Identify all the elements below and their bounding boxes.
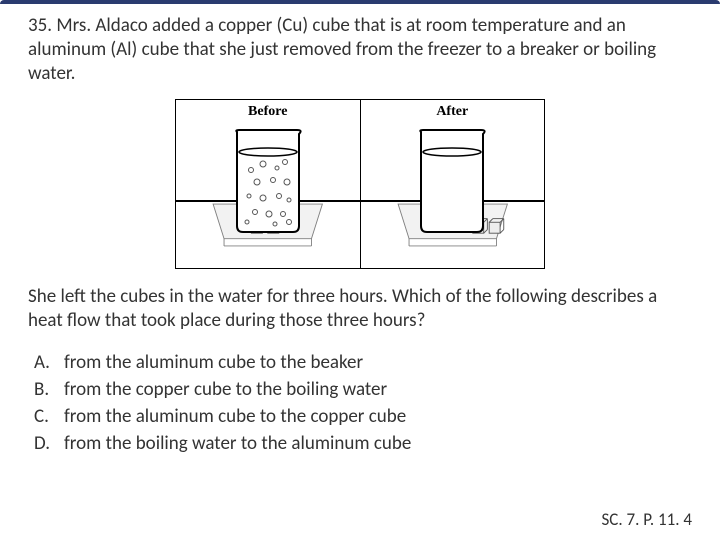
beaker-before	[229, 126, 307, 238]
beaker-diagram: Before	[175, 99, 545, 269]
answer-text: from the boiling water to the aluminum c…	[64, 432, 692, 455]
question-text: 35. Mrs. Aldaco added a copper (Cu) cube…	[28, 14, 692, 85]
answer-list: A. from the aluminum cube to the beaker …	[34, 351, 692, 455]
question-body: Mrs. Aldaco added a copper (Cu) cube tha…	[28, 14, 656, 85]
answer-text: from the copper cube to the boiling wate…	[64, 378, 692, 401]
question-number: 35.	[28, 14, 52, 37]
panel-after: After	[360, 100, 545, 268]
panel-after-label: After	[369, 104, 537, 120]
answer-letter: D.	[34, 432, 64, 455]
answer-text: from the aluminum cube to the beaker	[64, 351, 692, 374]
panel-before-label: Before	[184, 104, 352, 120]
standard-code: SC. 7. P. 11. 4	[602, 509, 693, 530]
followup-text: She left the cubes in the water for thre…	[28, 285, 692, 333]
beaker-after	[413, 126, 491, 238]
answer-letter: C.	[34, 405, 64, 428]
answer-letter: A.	[34, 351, 64, 374]
answer-text: from the aluminum cube to the copper cub…	[64, 405, 692, 428]
panel-before: Before	[176, 100, 360, 268]
diagram-container: Before	[28, 99, 692, 269]
answer-letter: B.	[34, 378, 64, 401]
